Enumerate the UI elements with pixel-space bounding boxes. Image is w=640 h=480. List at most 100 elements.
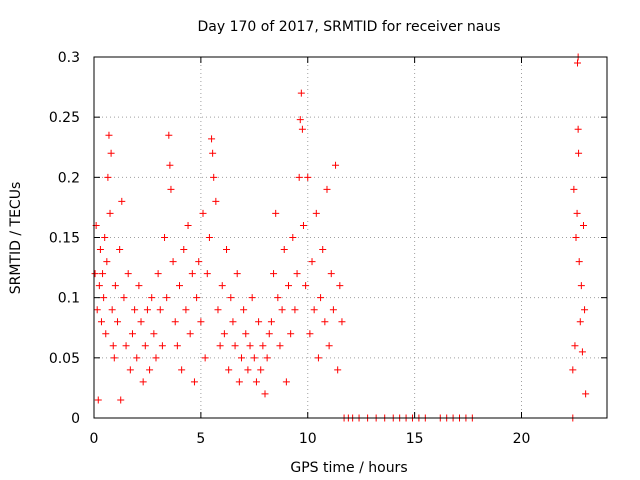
data-point <box>270 270 278 278</box>
data-point <box>240 306 248 314</box>
data-point <box>306 330 314 338</box>
y-tick-label: 0.15 <box>49 231 80 247</box>
data-point <box>298 125 306 133</box>
grid <box>94 57 607 418</box>
data-point <box>110 354 118 362</box>
data-point <box>299 221 307 229</box>
data-point <box>293 270 301 278</box>
data-point <box>201 354 209 362</box>
x-tick-label: 15 <box>406 431 424 447</box>
data-point <box>118 197 126 205</box>
data-point <box>165 131 173 139</box>
data-point <box>107 149 115 157</box>
data-point <box>246 342 254 350</box>
data-point <box>336 282 344 290</box>
data-point <box>227 294 235 302</box>
data-point <box>321 318 329 326</box>
data-point <box>216 342 224 350</box>
data-point <box>282 378 290 386</box>
data-point <box>131 306 139 314</box>
x-tick-labels: 0 5 10 15 20 <box>90 431 531 447</box>
data-point <box>332 161 340 169</box>
data-point <box>97 318 105 326</box>
data-point <box>212 197 220 205</box>
data-point <box>199 209 207 217</box>
data-point <box>133 354 141 362</box>
data-point <box>302 282 310 290</box>
data-point <box>248 294 256 302</box>
data-point <box>154 270 162 278</box>
data-point <box>334 366 342 374</box>
data-point <box>572 234 580 241</box>
data-point <box>94 396 102 404</box>
data-point <box>148 294 156 302</box>
data-point <box>122 342 130 350</box>
x-tick-label: 5 <box>196 431 205 447</box>
data-point <box>233 270 241 278</box>
data-point <box>574 125 582 133</box>
data-point <box>259 342 267 350</box>
data-point <box>111 282 119 290</box>
data-point <box>272 209 280 217</box>
data-point <box>291 306 299 314</box>
data-point <box>308 258 316 266</box>
data-point <box>304 173 312 181</box>
data-point <box>205 234 213 241</box>
data-point <box>225 366 233 374</box>
data-point <box>139 378 147 386</box>
data-point <box>99 270 107 278</box>
y-axis-title: SRMTID / TECUs <box>8 182 24 295</box>
x-axis-title: GPS time / hours <box>290 460 407 476</box>
data-point <box>182 306 190 314</box>
data-point <box>220 330 228 338</box>
data-point <box>210 173 218 181</box>
data-point <box>244 366 252 374</box>
data-point <box>135 282 143 290</box>
data-point <box>289 234 297 241</box>
data-point <box>261 390 269 398</box>
data-point <box>105 131 113 139</box>
data-point <box>141 342 149 350</box>
data-point <box>117 396 125 404</box>
data-point <box>158 342 166 350</box>
data-point <box>95 282 103 290</box>
data-point <box>235 378 243 386</box>
data-point <box>109 342 117 350</box>
data-point <box>197 318 205 326</box>
data-point <box>209 149 217 157</box>
data-point <box>575 258 583 266</box>
data-point <box>287 330 295 338</box>
data-point <box>152 354 160 362</box>
data-point <box>186 330 194 338</box>
data-point <box>257 366 265 374</box>
data-point <box>325 342 333 350</box>
data-point <box>190 378 198 386</box>
data-point <box>267 318 275 326</box>
data-point <box>274 294 282 302</box>
data-point <box>581 306 589 314</box>
data-point <box>169 258 177 266</box>
data-point <box>573 209 581 217</box>
data-point <box>120 294 128 302</box>
data-point <box>265 330 273 338</box>
y-tick-label: 0.25 <box>49 110 80 126</box>
data-point <box>137 318 145 326</box>
data-point <box>314 354 322 362</box>
data-point <box>223 246 231 254</box>
data-point <box>577 282 585 290</box>
data-point <box>582 390 590 398</box>
data-point <box>108 306 116 314</box>
data-point <box>242 330 250 338</box>
data-point <box>101 234 109 241</box>
data-point <box>93 306 101 314</box>
data-point <box>173 342 181 350</box>
data-point <box>146 366 154 374</box>
y-tick-label: 0.3 <box>58 50 80 66</box>
data-point <box>570 185 578 193</box>
y-tick-label: 0 <box>71 411 80 427</box>
data-point <box>166 161 174 169</box>
data-point <box>100 294 108 302</box>
data-point <box>250 354 258 362</box>
data-point <box>317 294 325 302</box>
